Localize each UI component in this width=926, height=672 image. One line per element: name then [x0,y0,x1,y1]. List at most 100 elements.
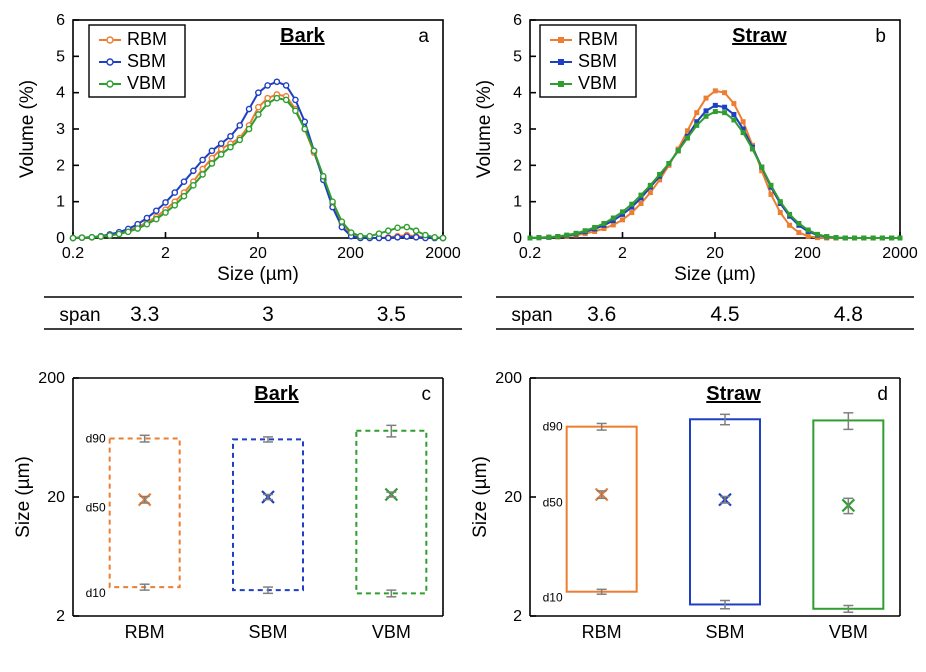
xtick-label: 200 [337,245,364,262]
span-row-right: span3.64.54.8 [496,297,914,329]
xtick-label: SBM [248,622,287,642]
marker [200,172,205,177]
marker [358,234,363,239]
marker [592,225,597,230]
marker [414,235,419,240]
marker [722,105,727,110]
marker [815,232,820,237]
legend-label: SBM [127,51,166,71]
marker [713,109,718,114]
ytick-label: 1 [513,194,522,211]
span-label: span [59,305,100,326]
marker [806,234,811,239]
marker [302,126,307,131]
xtick-label: RBM [582,622,622,642]
marker [871,236,876,241]
span-value: 3 [262,303,274,326]
marker [759,165,764,170]
span-value: 3.6 [587,303,616,326]
marker [889,236,894,241]
marker [536,235,541,240]
marker [349,230,354,235]
marker [98,234,103,239]
xtick-label: VBM [829,622,868,642]
marker [768,183,773,188]
marker [704,114,709,119]
marker [574,231,579,236]
ann-d50: d50 [86,501,106,515]
marker [144,222,149,227]
ylabel: Volume (%) [17,80,38,178]
marker [806,228,811,233]
marker [778,210,783,215]
marker [843,236,848,241]
marker [237,123,242,128]
marker [265,83,270,88]
marker [414,228,419,233]
marker [395,225,400,230]
marker [648,190,653,195]
marker [880,236,885,241]
ylabel: Size (µm) [13,456,34,538]
marker [219,141,224,146]
marker [648,183,653,188]
marker [768,192,773,197]
marker [274,79,279,84]
marker [163,200,168,205]
legend-label: VBM [578,73,617,93]
marker [694,110,699,115]
ytick-label: 6 [56,12,65,29]
legend-label: VBM [127,73,166,93]
marker [256,112,261,117]
box [567,427,637,592]
span-value: 4.5 [710,303,739,326]
marker [154,208,159,213]
marker [70,235,75,240]
ytick-label: 4 [56,85,65,102]
xtick-label: VBM [372,622,411,642]
marker [321,174,326,179]
marker [546,235,551,240]
marker [246,126,251,131]
marker [685,136,690,141]
marker [528,236,533,241]
marker [423,232,428,237]
marker [330,199,335,204]
marker [163,210,168,215]
marker [555,234,560,239]
figure-root: 01234560.22202002000Size (µm)Volume (%)B… [0,0,926,672]
marker [89,235,94,240]
marker [440,235,445,240]
ytick-label: 2 [513,608,522,625]
marker [126,229,131,234]
marker [339,219,344,224]
marker [237,137,242,142]
marker [629,210,634,215]
panel-title: Straw [706,383,761,405]
xtick-label: 0.2 [62,245,84,262]
marker [666,161,671,166]
marker [293,97,298,102]
marker [256,90,261,95]
marker [256,105,261,110]
marker [704,108,709,113]
marker [620,209,625,214]
panel_c-chart: 220200Size (µm)RBMSBMVBMd90d50d10Barkc [13,370,443,642]
marker [787,223,792,228]
marker [833,235,838,240]
marker [741,119,746,124]
ann-d90: d90 [543,420,563,434]
marker [154,217,159,222]
marker [144,215,149,220]
marker [657,172,662,177]
marker [731,112,736,117]
marker [209,148,214,153]
marker [778,199,783,204]
ann-d90: d90 [86,432,106,446]
marker [191,168,196,173]
marker [209,161,214,166]
marker [376,231,381,236]
marker [200,157,205,162]
panel-title: Straw [732,25,787,47]
marker [116,231,121,236]
